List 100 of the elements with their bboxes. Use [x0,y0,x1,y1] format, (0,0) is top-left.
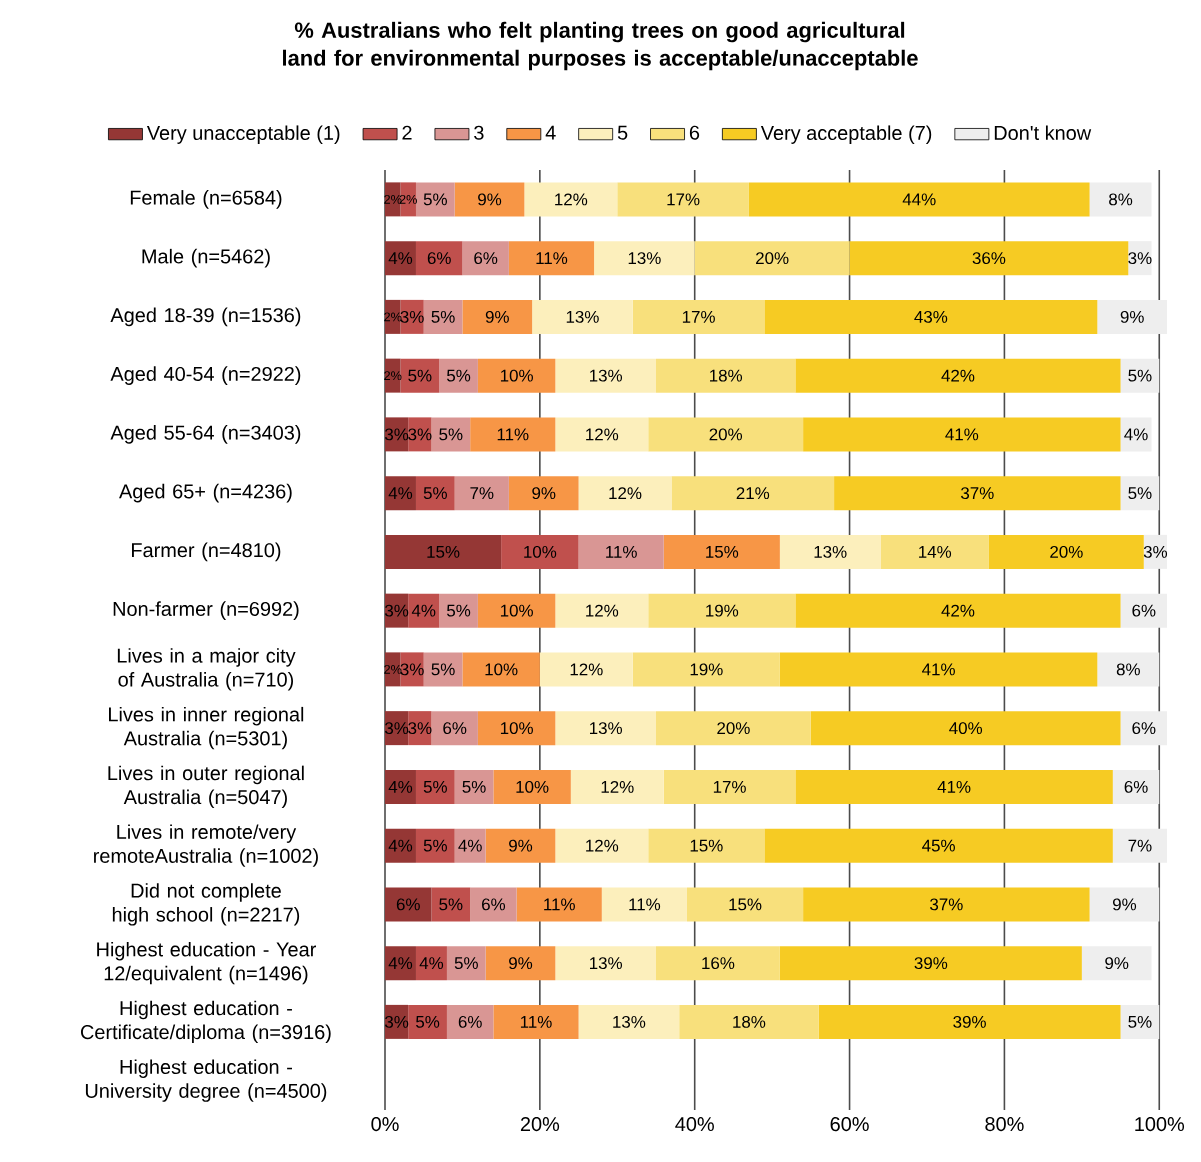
data-label: 13% [814,545,847,558]
data-label: 6% [1132,722,1156,735]
bar [803,417,1121,452]
data-label: 15% [706,545,739,558]
bar [400,358,440,393]
y-tick-label: Aged 55-64 (n=3403) [110,425,301,444]
bar [555,711,656,746]
data-label: 37% [930,898,963,911]
data-label: 11% [606,545,637,558]
data-label: 9% [1105,957,1129,970]
data-label: 4% [419,957,444,970]
data-label: 5% [423,839,447,852]
data-label: 19% [706,604,739,617]
data-label: 17% [682,310,715,323]
bar [764,299,1098,334]
data-label: 12% [570,663,603,676]
data-label: 6% [396,898,420,911]
bar [988,534,1144,569]
data-label: 17% [713,780,746,793]
bar [779,946,1082,981]
bar [686,887,804,922]
data-label: 5% [1128,487,1152,500]
y-tick-label: Lives in remote/very remoteAustralia (n=1002) [94,824,318,867]
bar [655,358,796,393]
data-label: 6% [458,1015,482,1028]
y-tick-label: Lives in outer regional Australia (n=5047) [108,765,304,809]
data-label: 5% [431,663,455,676]
data-label: 4% [388,780,413,793]
data-label: 5% [1128,369,1152,382]
bar [493,1004,579,1039]
data-label: 42% [941,604,975,617]
bar [462,652,540,687]
data-label: 6% [443,722,467,735]
bar [415,182,455,217]
legend-label: 5 [617,125,628,140]
bar [648,593,796,628]
bar [400,299,424,334]
bar [532,299,633,334]
data-label: 12% [609,487,642,500]
data-label: 12% [601,780,634,793]
data-label: 11% [544,898,575,911]
data-label: 3% [400,310,424,323]
legend-label: Don't know [994,125,1092,141]
data-label: 11% [497,428,529,441]
bar [578,534,664,569]
data-label: 10% [524,545,557,558]
bar [1097,652,1160,687]
data-label: 9% [532,487,556,500]
data-label: 11% [520,1015,552,1028]
data-label: 3% [408,722,432,735]
bar [454,828,486,863]
bar [648,828,765,863]
data-label: 5% [1128,1015,1152,1028]
bar [408,1004,447,1039]
bar [1097,299,1168,334]
data-label: 41% [922,663,955,676]
bar [1089,182,1152,217]
data-label: 10% [516,780,549,793]
bar [431,887,471,922]
x-tick-label: 100% [1135,1117,1185,1132]
bar [462,241,509,276]
legend-label: Very unacceptable (1) [146,125,340,144]
bar [423,652,463,687]
data-label: 40% [949,722,983,735]
data-label: 15% [729,898,762,911]
bar [1120,711,1168,746]
bar [648,417,804,452]
data-label: 3% [385,1015,409,1028]
data-label: 7% [1128,839,1152,852]
bar [570,769,664,804]
data-label: 15% [427,545,460,558]
data-label: 3% [1143,545,1168,558]
data-label: 42% [941,369,975,382]
bar [477,358,556,393]
bar [779,652,1098,687]
data-label: 3% [385,428,409,441]
data-label: 10% [500,369,533,382]
y-tick-label: Aged 65+ (n=4236) [119,483,292,503]
bar [601,887,687,922]
bar [415,946,447,981]
bar [408,593,440,628]
data-label: 9% [1112,898,1137,911]
data-label: 13% [566,310,599,323]
bar [1120,1004,1160,1039]
data-label: 4% [388,487,413,500]
data-label: 2% [384,664,402,674]
data-label: 9% [478,193,502,206]
bar [446,1004,494,1039]
data-label: 9% [509,957,533,970]
bar [748,182,1090,217]
x-tick-label: 20% [520,1117,560,1132]
data-label: 2% [384,371,402,381]
data-label: 18% [710,369,743,382]
y-tick-label: Highest education - Year 12/equivalent (n=1496) [97,941,317,985]
bar [1089,887,1160,922]
data-label: 5% [431,310,455,323]
data-label: 5% [423,193,447,206]
bar [617,182,749,217]
x-tick-label: 40% [675,1117,714,1132]
bar [454,182,525,217]
